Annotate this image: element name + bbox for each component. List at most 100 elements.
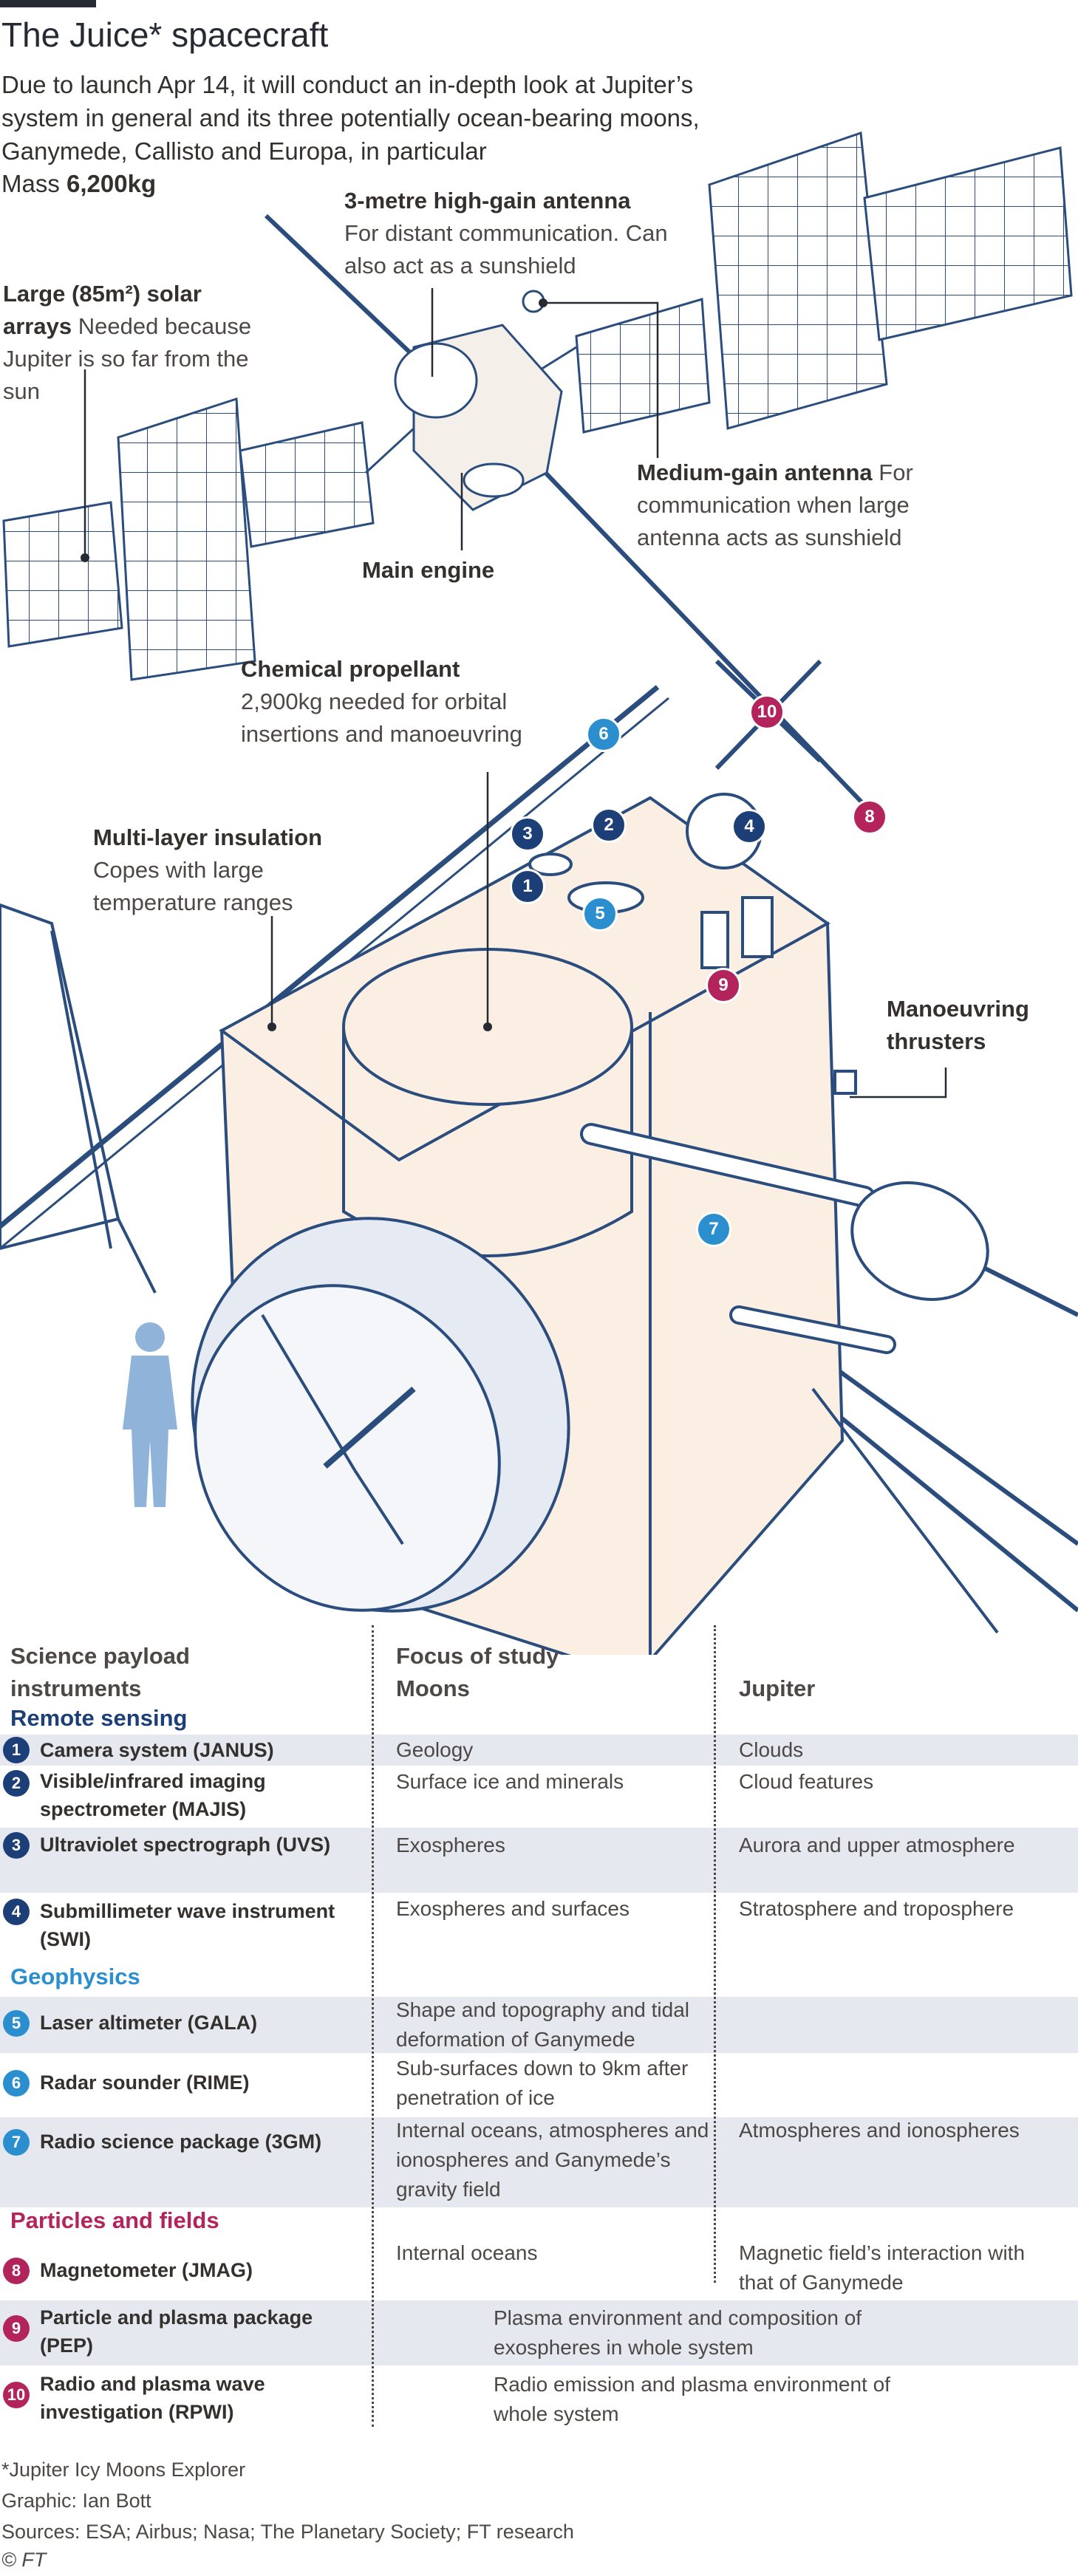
instrument-name: Radio and plasma wave investigation (RPW… [40,2373,265,2423]
combined-focus: Plasma environment and composition of ex… [494,2306,862,2359]
row-number: 9 [3,2315,30,2342]
jupiter-focus: Stratosphere and troposphere [739,1897,1014,1920]
mass-label: Mass [1,170,60,197]
jupiter-focus: Atmospheres and ionospheres [739,2119,1020,2142]
jupiter-focus: Clouds [739,1738,804,1761]
callout-solar-title: Large (85m²) solar arrays [3,281,202,339]
human-figure [123,1322,177,1507]
callout-engine-title: Main engine [362,557,495,583]
table-header-focus: Focus of study Moons [396,1640,618,1705]
credit-sources: Sources: ESA; Airbus; Nasa; The Planetar… [1,2521,574,2543]
callout-mga-text: For communication when large antenna act… [637,459,913,550]
callout-propellant-text: 2,900kg needed for orbital insertions an… [241,689,522,747]
badge-10: 10 [749,694,785,730]
moons-focus: Geology [396,1738,474,1761]
row-number: 6 [3,2070,30,2097]
mass-line: Mass 6,200kg [1,170,156,198]
overview-bus [394,290,563,511]
callout-medium-gain-antenna: Medium-gain antenna For communication wh… [637,457,977,554]
moons-focus: Internal oceans, atmospheres and ionosph… [396,2119,709,2201]
jupiter-focus: Cloud features [739,1770,874,1793]
badge-5: 5 [582,896,618,932]
instrument-name: Magnetometer (JMAG) [40,2259,253,2281]
copyright: © FT [1,2549,47,2571]
moons-focus: Sub-surfaces down to 9km after penetrati… [396,2057,689,2109]
callout-thrusters: Manoeuvring thrusters [887,993,1034,1058]
solar-array-left [2,397,415,681]
leader-dots [81,298,547,1031]
table-header-focus-label: Focus of study [396,1643,559,1669]
table-row: 5 Laser altimeter (GALA) Shape and topog… [0,1997,1078,2053]
row-number: 1 [3,1737,30,1763]
row-number: 10 [3,2382,30,2408]
section-particles-fields: Particles and fields [10,2207,219,2233]
callout-high-gain-antenna: 3-metre high-gain antenna For distant co… [344,185,684,282]
solar-array-right [516,131,1073,434]
table-row: 2 Visible/infrared imaging spectrometer … [0,1767,1078,1826]
moons-focus: Internal oceans [396,2241,538,2264]
badge-8: 8 [852,799,887,835]
instrument-name: Radar sounder (RIME) [40,2071,250,2094]
table-row: 1 Camera system (JANUS) Geology Clouds [0,1735,1078,1766]
row-number: 5 [3,2010,30,2037]
callout-hga-text: For distant communication. Can also act … [344,220,668,279]
mass-value: 6,200kg [66,170,157,197]
table-row: 7 Radio science package (3GM) Internal o… [0,2117,1078,2207]
callout-solar-arrays: Large (85m²) solar arrays Needed because… [3,278,269,408]
row-number: 2 [3,1770,30,1797]
jupiter-focus: Magnetic field’s interaction with that o… [739,2241,1026,2294]
callout-hga-title: 3-metre high-gain antenna [344,188,631,213]
overview-spacecraft [2,131,1073,811]
row-number: 8 [3,2258,30,2284]
column-divider-instruments [372,1625,374,2427]
brand-bar [0,0,96,7]
table-row: 10 Radio and plasma wave investigation (… [0,2367,1078,2433]
spacecraft-illustration [0,131,1078,1655]
badge-9: 9 [706,968,741,1003]
thruster-cluster [833,1070,857,1095]
badge-1: 1 [510,869,545,904]
footnote: *Jupiter Icy Moons Explorer [1,2459,246,2481]
page-subtitle: Due to launch Apr 14, it will conduct an… [1,71,700,165]
table-row: 9 Particle and plasma package (PEP) Plas… [0,2300,1078,2365]
mga-dish [850,1181,989,1301]
callout-insulation-title: Multi-layer insulation [93,824,323,850]
instrument-name: Particle and plasma package (PEP) [40,2306,313,2357]
badge-4: 4 [731,809,767,844]
cutaway-rime-boom [0,685,660,1229]
instrument-name: Visible/infrared imaging spectrometer (M… [40,1770,266,1820]
table-row: 3 Ultraviolet spectrograph (UVS) Exosphe… [0,1828,1078,1893]
table-header-instruments: Science payload instruments [10,1643,190,1701]
row-number: 3 [3,1832,30,1859]
table-header-moons: Moons [396,1675,470,1701]
page-title: The Juice* spacecraft [1,16,329,54]
table-row: 4 Submillimeter wave instrument (SWI) Ex… [0,1894,1078,1958]
moons-focus: Exospheres and surfaces [396,1897,630,1920]
hga-dish-small [394,342,478,419]
overview-leaders [83,288,659,558]
callout-propellant-title: Chemical propellant [241,656,460,682]
callout-solar-text: Needed because Jupiter is so far from th… [3,313,252,404]
section-remote-sensing: Remote sensing [10,1705,188,1731]
jupiter-focus: Aurora and upper atmosphere [739,1834,1015,1856]
row-number: 4 [3,1899,30,1925]
moons-focus: Shape and topography and tidal deformati… [396,1998,689,2051]
row-number: 7 [3,2129,30,2156]
table-header-jupiter: Jupiter [739,1675,816,1701]
instrument-name: Laser altimeter (GALA) [40,2012,258,2034]
cutaway-spacecraft [0,685,1078,1655]
callout-insulation: Multi-layer insulation Copes with large … [93,821,359,919]
instrument-name: Camera system (JANUS) [40,1739,274,1761]
badge-7: 7 [696,1212,731,1247]
moons-focus: Surface ice and minerals [396,1770,624,1793]
instrument-name: Radio science package (3GM) [40,2131,322,2153]
table-row: 6 Radar sounder (RIME) Sub-surfaces down… [0,2055,1078,2114]
section-geophysics: Geophysics [10,1964,140,1989]
credit-graphic: Graphic: Ian Bott [1,2490,151,2512]
callout-mga-title: Medium-gain antenna [637,459,873,485]
badge-6: 6 [586,717,621,752]
callout-chemical-propellant: Chemical propellant 2,900kg needed for o… [241,653,566,751]
cutaway-leaders [270,772,947,1099]
callout-thrusters-title: Manoeuvring thrusters [887,996,1029,1054]
table-row: 8 Magnetometer (JMAG) Internal oceans Ma… [0,2238,1078,2297]
